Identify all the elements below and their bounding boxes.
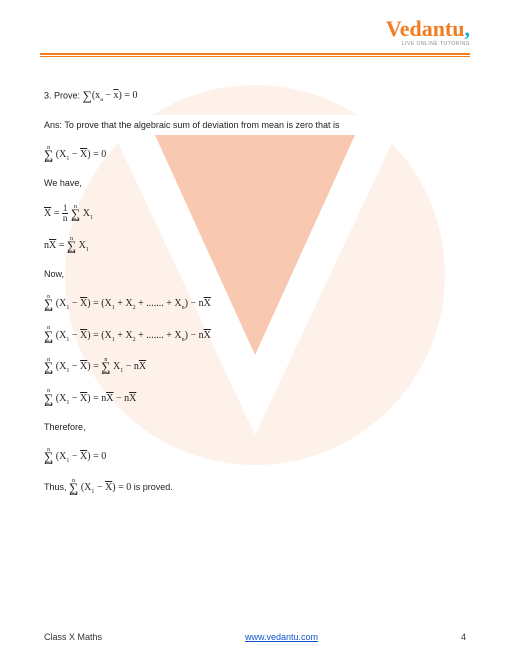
question-line: 3. Prove: ∑∑(xₐ − x̄) = 0(xa − x) = 0	[44, 87, 466, 105]
sigma-block: n ∑ i=1	[44, 146, 53, 163]
sigma-block: n ∑ i=1	[71, 205, 80, 222]
sigma-block: n ∑ i=1	[101, 358, 110, 375]
eq-line-7: n ∑ i=1 (X1 − X) = nX − nX	[44, 389, 466, 407]
question-number: 3.	[44, 90, 52, 100]
eq-lhs: nX =	[44, 240, 67, 251]
fraction: 1 n	[62, 204, 69, 223]
eq-body: X1	[79, 240, 89, 251]
eq-body: (X1 − X) = 0	[81, 482, 131, 493]
eq-body: (X1 − X) = nX − nX	[56, 393, 137, 404]
therefore-label: Therefore,	[44, 421, 466, 434]
eq-body: X1	[83, 208, 93, 219]
logo-tagline: LIVE ONLINE TUTORING	[40, 41, 470, 47]
eq-line-6: n ∑ i=1 (X1 − X) = n ∑ i=1 X1 − nX	[44, 358, 466, 376]
footer-class: Class X Maths	[44, 632, 102, 642]
sigma-block: n ∑ i=1	[44, 326, 53, 343]
eq-body-1: (X1 − X) =	[56, 361, 101, 372]
sigma-block: n ∑ i=1	[44, 358, 53, 375]
sigma-block: n ∑ i=1	[67, 237, 76, 254]
sigma-icon: ∑	[83, 87, 92, 105]
footer-page-number: 4	[461, 632, 466, 642]
eq-lhs: X =	[44, 208, 62, 219]
page-footer: Class X Maths www.vedantu.com 4	[0, 632, 510, 642]
we-have-label: We have,	[44, 177, 466, 190]
eq-body: (X1 − X) = 0	[56, 149, 106, 160]
now-label: Now,	[44, 268, 466, 281]
eq-line-5: n ∑ i=1 (X1 − X) = (X1 + X2 + ....... + …	[44, 326, 466, 344]
question-eq-render: (xa − x) = 0	[92, 90, 138, 101]
eq-body: (X1 − X) = (X1 + X2 + ....... + Xn) − nX	[56, 330, 211, 341]
eq-body-2: X1 − nX	[113, 361, 146, 372]
logo-text: Vedantu	[386, 16, 465, 41]
sigma-block: n ∑ i=1	[44, 448, 53, 465]
sigma-block: n ∑ i=1	[44, 295, 53, 312]
footer-link[interactable]: www.vedantu.com	[245, 632, 318, 642]
thus-post: is proved.	[134, 482, 173, 492]
thus-line: Thus, n ∑ i=1 (X1 − X) = 0 is proved.	[44, 479, 466, 497]
eq-body: (X1 − X) = (X1 + X2 + ....... + Xn) − nX	[56, 298, 211, 309]
brand-logo: Vedantu,	[40, 18, 470, 40]
sigma-block: n ∑ i=1	[69, 479, 78, 496]
answer-intro: Ans: To prove that the algebraic sum of …	[44, 119, 466, 132]
eq-body: (X1 − X) = 0	[56, 451, 106, 462]
document-body: 3. Prove: ∑∑(xₐ − x̄) = 0(xa − x) = 0 An…	[0, 57, 510, 497]
page-header: Vedantu, LIVE ONLINE TUTORING	[0, 0, 510, 47]
eq-line-4: n ∑ i=1 (X1 − X) = (X1 + X2 + ....... + …	[44, 295, 466, 313]
sigma-block: n ∑ i=1	[44, 389, 53, 406]
eq-line-1: n ∑ i=1 (X1 − X) = 0	[44, 146, 466, 164]
logo-accent: ,	[465, 16, 471, 41]
eq-line-3: nX = n ∑ i=1 X1	[44, 237, 466, 255]
eq-line-8: n ∑ i=1 (X1 − X) = 0	[44, 448, 466, 466]
question-prompt: Prove:	[54, 90, 80, 100]
thus-pre: Thus,	[44, 482, 69, 492]
eq-line-2: X = 1 n n ∑ i=1 X1	[44, 204, 466, 223]
